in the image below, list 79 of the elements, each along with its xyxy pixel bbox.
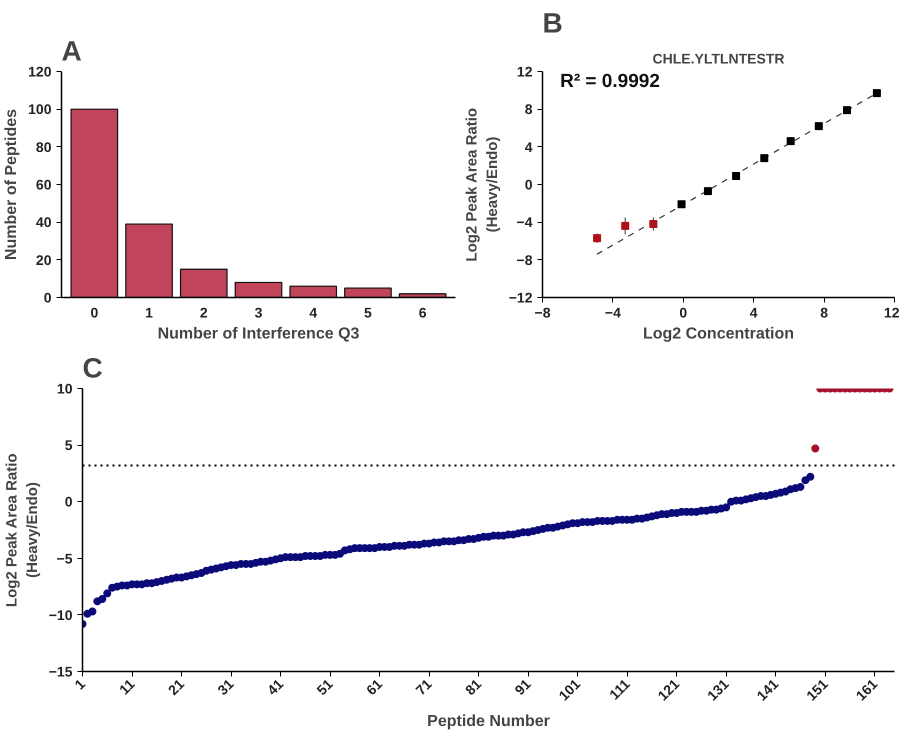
y-tick-label: 10 bbox=[56, 380, 73, 396]
bar bbox=[398, 293, 447, 298]
y-tick-label: −15 bbox=[48, 664, 73, 680]
x-tick-label: 1 bbox=[145, 304, 154, 320]
point bbox=[704, 187, 712, 196]
x-axis-title: Peptide Number bbox=[427, 713, 550, 730]
x-tick-label: 101 bbox=[555, 676, 584, 704]
text: A bbox=[62, 36, 82, 66]
x-tick-label: 71 bbox=[412, 676, 435, 698]
y-tick-label: 4 bbox=[524, 138, 533, 155]
y-axis-title: Log2 Peak Area Ratio (Heavy/Endo) bbox=[463, 108, 501, 262]
x-tick-label: 161 bbox=[852, 676, 881, 704]
y-tick-label: −12 bbox=[508, 290, 533, 306]
x-tick-label: 4 bbox=[750, 304, 758, 320]
point bbox=[621, 222, 630, 230]
bar bbox=[344, 287, 392, 298]
x-tick-label: 91 bbox=[511, 676, 534, 698]
x-tick-label: 12 bbox=[884, 304, 899, 320]
y-tick-label: 8 bbox=[524, 101, 533, 118]
x-tick-label: 11 bbox=[116, 676, 138, 698]
y-tick-label: 12 bbox=[516, 64, 533, 80]
y-tick-label: 0 bbox=[524, 176, 533, 192]
y-tick-label: 0 bbox=[64, 494, 73, 510]
bar bbox=[289, 286, 338, 298]
x-tick-label: 31 bbox=[214, 676, 237, 698]
y-tick-label: 60 bbox=[36, 176, 52, 192]
y-tick-label: 0 bbox=[44, 290, 52, 306]
point bbox=[814, 122, 823, 130]
x-tick-label: 141 bbox=[753, 676, 782, 704]
x-tick-label: 61 bbox=[362, 676, 386, 698]
y-tick-label: 40 bbox=[36, 214, 52, 230]
x-tick-label: 51 bbox=[313, 676, 336, 698]
bar bbox=[125, 223, 173, 298]
x-tick-label: 131 bbox=[704, 676, 732, 704]
x-tick-label: 0 bbox=[679, 304, 688, 320]
point bbox=[593, 234, 602, 242]
y-tick-label: 120 bbox=[28, 64, 52, 80]
annotation: R² = 0.9992 bbox=[560, 70, 660, 92]
y-tick-label: −10 bbox=[48, 606, 73, 623]
x-tick-label: 8 bbox=[820, 304, 828, 320]
point bbox=[649, 220, 658, 228]
point bbox=[678, 200, 686, 208]
chart-title: CHLE.YLTLNTESTR bbox=[652, 50, 784, 66]
text: C bbox=[82, 352, 103, 384]
point bbox=[842, 106, 851, 114]
x-axis-title: Number of Interference Q3 bbox=[158, 326, 360, 342]
x-tick-label: 121 bbox=[654, 676, 682, 704]
point bbox=[786, 137, 795, 146]
text: B bbox=[542, 8, 563, 38]
point bbox=[760, 154, 768, 162]
y-tick-label: 20 bbox=[36, 252, 52, 268]
y-tick-label: 5 bbox=[64, 437, 73, 454]
point bbox=[872, 89, 881, 98]
x-tick-label: −4 bbox=[604, 304, 622, 320]
x-tick-label: 6 bbox=[418, 304, 427, 320]
x-tick-label: 3 bbox=[254, 304, 263, 320]
bar bbox=[70, 108, 118, 298]
y-tick-label: 80 bbox=[36, 138, 52, 155]
x-tick-label: 151 bbox=[803, 676, 831, 704]
x-tick-label: 21 bbox=[164, 676, 188, 698]
x-axis-title: Log2 Concentration bbox=[642, 326, 794, 342]
x-tick-label: 81 bbox=[462, 676, 484, 698]
x-tick-label: 2 bbox=[200, 304, 208, 320]
x-tick-label: 111 bbox=[606, 676, 633, 703]
y-tick-label: −4 bbox=[516, 214, 533, 230]
y-axis-title: Number of Peptides bbox=[3, 108, 20, 260]
bar bbox=[234, 282, 282, 298]
x-tick-label: 4 bbox=[309, 304, 318, 320]
bar bbox=[180, 268, 228, 298]
x-tick-label: 0 bbox=[90, 304, 98, 320]
x-tick-label: 1 bbox=[71, 676, 88, 693]
x-tick-label: −8 bbox=[534, 304, 551, 320]
point bbox=[732, 172, 740, 180]
y-tick-label: −5 bbox=[56, 550, 73, 566]
y-tick-label: −8 bbox=[516, 252, 533, 268]
y-axis-title: Log2 Peak Area Ratio (Heavy/Endo) bbox=[3, 453, 41, 608]
x-tick-label: 5 bbox=[364, 304, 372, 320]
x-tick-label: 41 bbox=[264, 676, 286, 698]
y-tick-label: 100 bbox=[28, 101, 52, 118]
